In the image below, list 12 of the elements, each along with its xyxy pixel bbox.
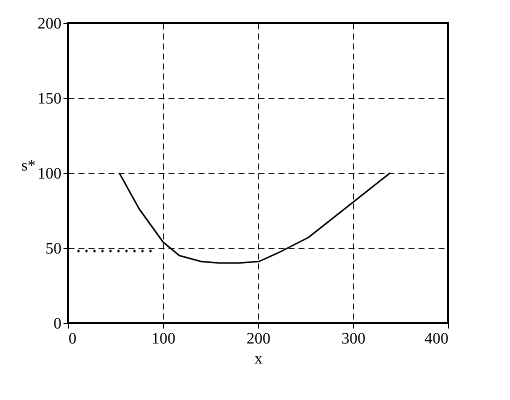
- x-tick-label: 400: [424, 330, 448, 348]
- x-tick-label: 100: [152, 330, 176, 348]
- x-tick-label: 0: [68, 330, 76, 348]
- y-tick-label: 50: [46, 240, 62, 258]
- x-axis-title: x: [254, 350, 262, 368]
- y-tick-label: 0: [54, 316, 62, 332]
- y-tick-label: 150: [38, 90, 62, 108]
- x-tick-label: 300: [342, 330, 366, 348]
- y-tick-label: 100: [38, 166, 62, 182]
- y-axis-title: s*: [21, 158, 36, 174]
- y-tick-label: 200: [38, 16, 62, 32]
- x-tick-label: 200: [246, 330, 270, 348]
